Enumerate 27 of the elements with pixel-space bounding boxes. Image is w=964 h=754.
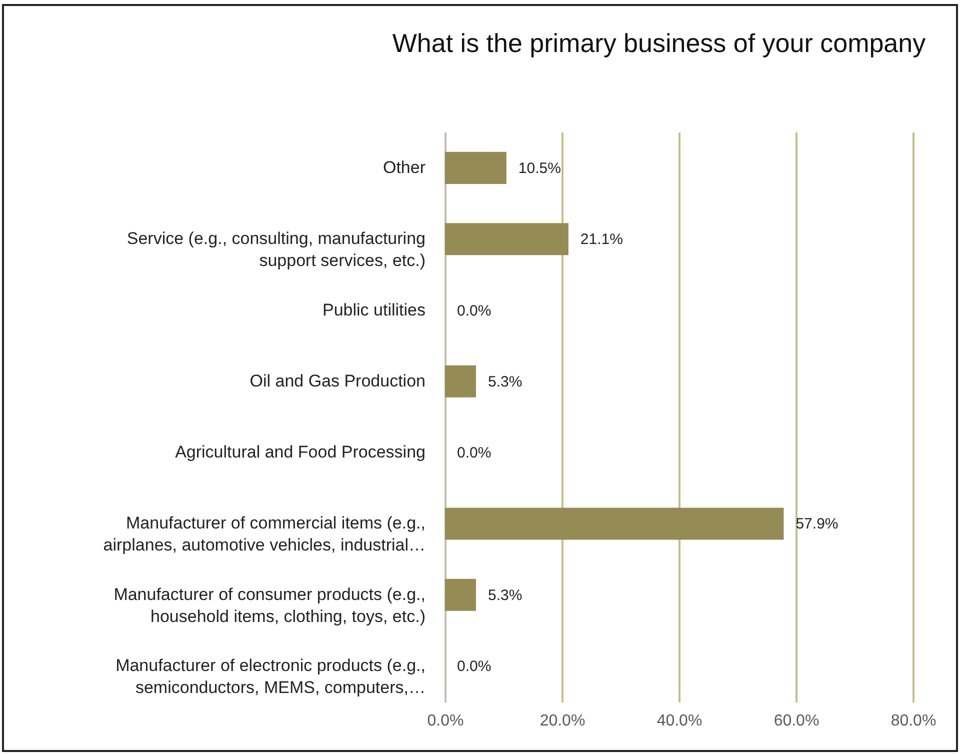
- bar: [445, 223, 568, 256]
- y-tick-label: Oil and Gas Production: [250, 371, 426, 390]
- x-tick-label: 20.0%: [540, 712, 586, 730]
- bar: [445, 152, 506, 184]
- chart-title: What is the primary business of your company: [392, 28, 926, 58]
- y-tick-label: Manufacturer of consumer products (e.g., household items, clothing, toys, etc.): [114, 584, 426, 626]
- y-tick-label: Agricultural and Food Processing: [175, 442, 426, 462]
- data-label: 5.3%: [488, 373, 522, 390]
- data-label: 0.0%: [457, 302, 492, 320]
- x-tick-label: 40.0%: [656, 712, 702, 730]
- x-tick-label: 0.0%: [427, 712, 464, 730]
- y-tick-label: Manufacturer of commercial items (e.g., airplanes, automotive vehicles, industrial…: [103, 514, 426, 555]
- bar: [445, 578, 476, 611]
- data-label: 21.1%: [580, 231, 623, 248]
- x-tick-label: 60.0%: [774, 712, 820, 730]
- bar: [445, 365, 476, 398]
- y-tick-label: Service (e.g., consulting, manufacturing support services, etc.): [126, 229, 426, 270]
- data-label: 10.5%: [518, 160, 561, 177]
- x-tick-label: 80.0%: [890, 712, 936, 730]
- data-label: 0.0%: [457, 444, 492, 462]
- y-tick-label: Manufacturer of electronic products (e.g., semiconductors, MEMS, computers,…: [116, 656, 426, 698]
- y-tick-label: Other: [382, 158, 426, 177]
- data-label: 57.9%: [796, 516, 838, 533]
- bar: [445, 508, 784, 540]
- y-tick-label: Public utilities: [322, 300, 426, 320]
- data-label: 5.3%: [488, 586, 522, 604]
- data-label: 0.0%: [457, 658, 492, 676]
